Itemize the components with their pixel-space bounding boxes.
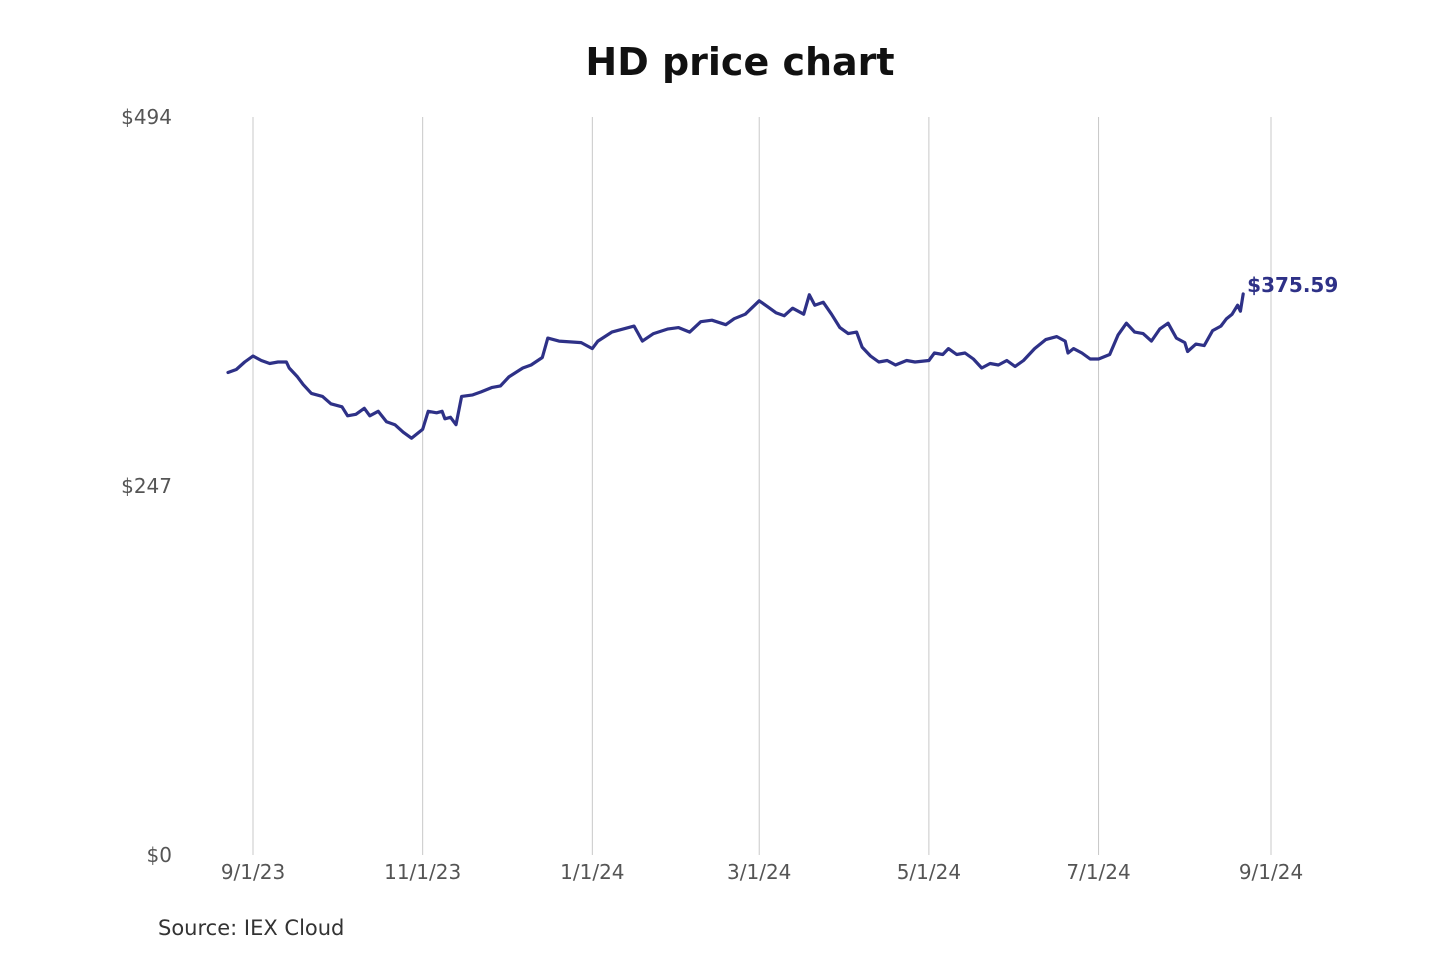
chart-title: HD price chart: [585, 40, 895, 84]
x-tick-label-5: 7/1/24: [1066, 860, 1130, 884]
x-tick-label-2: 1/1/24: [560, 860, 624, 884]
x-tick-label-6: 9/1/24: [1239, 860, 1303, 884]
x-axis-ticks: 9/1/23 11/1/23 1/1/24 3/1/24 5/1/24 7/1/24 9/1…: [221, 860, 1303, 884]
y-axis-ticks: $494 $247 $0: [121, 105, 172, 867]
grid-lines: [252, 117, 1272, 855]
y-tick-label-2: $0: [147, 843, 172, 867]
x-tick-label-3: 3/1/24: [727, 860, 791, 884]
y-tick-label-1: $247: [121, 474, 172, 498]
x-tick-label-4: 5/1/24: [897, 860, 961, 884]
source-note: Source: IEX Cloud: [158, 916, 345, 940]
y-tick-label-0: $494: [121, 105, 172, 129]
price-series-line: [226, 292, 1245, 440]
last-price-label: $375.59: [1247, 273, 1338, 297]
x-tick-label-1: 11/1/23: [384, 860, 461, 884]
x-tick-label-0: 9/1/23: [221, 860, 285, 884]
